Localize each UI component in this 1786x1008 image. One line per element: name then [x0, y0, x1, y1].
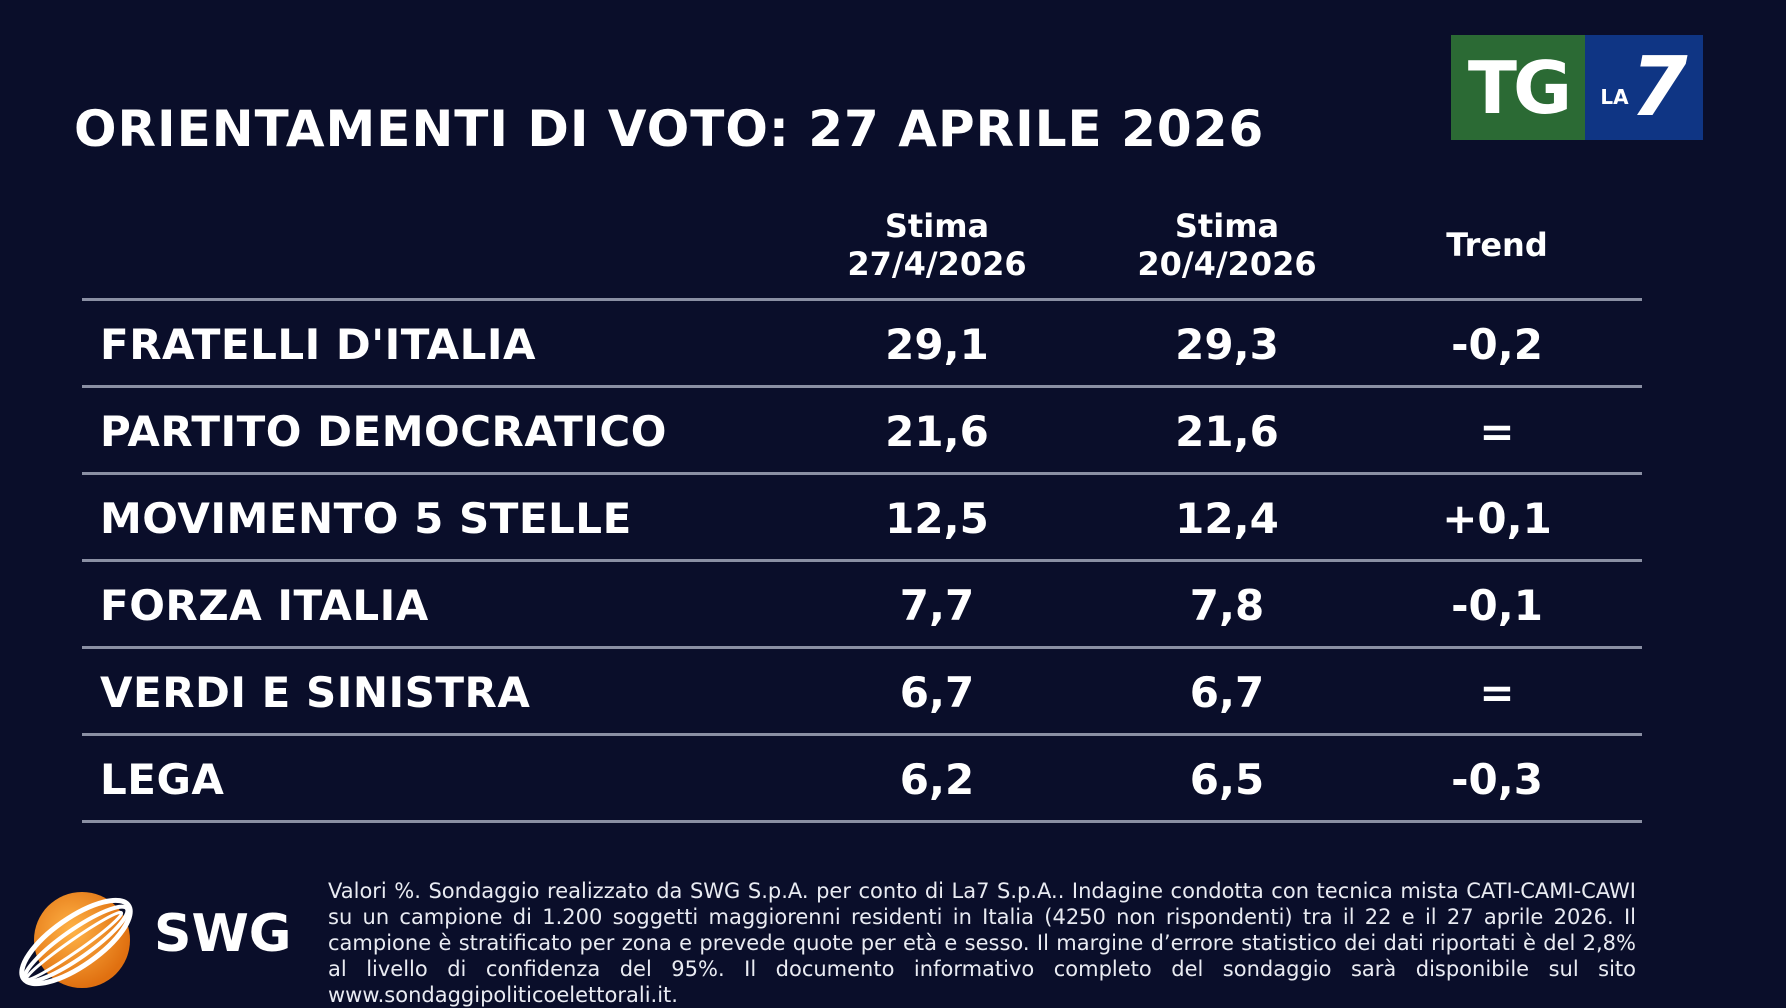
- party-name: FRATELLI D'ITALIA: [100, 320, 537, 369]
- previous-estimate: 6,5: [1189, 755, 1265, 804]
- current-estimate: 21,6: [885, 407, 989, 456]
- trend-value: -0,2: [1451, 320, 1543, 369]
- logo-seven: 7: [1630, 39, 1688, 135]
- trend-value: -0,1: [1451, 581, 1543, 630]
- table-row: FRATELLI D'ITALIA 29,1 29,3 -0,2: [82, 301, 1642, 388]
- current-estimate: 7,7: [899, 581, 975, 630]
- trend-value: =: [1479, 407, 1515, 456]
- swg-logo: SWG: [4, 882, 304, 1004]
- poll-table: Stima 27/4/2026 Stima 20/4/2026 Trend FR…: [82, 200, 1642, 823]
- party-name: VERDI E SINISTRA: [100, 668, 531, 717]
- table-row: PARTITO DEMOCRATICO 21,6 21,6 =: [82, 388, 1642, 475]
- logo-tg: TG: [1451, 35, 1585, 140]
- current-estimate: 12,5: [885, 494, 989, 543]
- previous-estimate: 29,3: [1175, 320, 1279, 369]
- tg-la7-logo: TG LA 7: [1451, 35, 1703, 140]
- trend-value: =: [1479, 668, 1515, 717]
- header-estimate-previous-date: 20/4/2026: [1137, 245, 1317, 283]
- party-name: FORZA ITALIA: [100, 581, 429, 630]
- swg-label: SWG: [154, 904, 292, 964]
- trend-value: +0,1: [1442, 494, 1552, 543]
- current-estimate: 29,1: [885, 320, 989, 369]
- current-estimate: 6,2: [899, 755, 975, 804]
- previous-estimate: 12,4: [1175, 494, 1279, 543]
- header-estimate-current-label: Stima: [884, 207, 990, 245]
- header-estimate-previous: Stima 20/4/2026: [1092, 207, 1362, 283]
- table-row: LEGA 6,2 6,5 -0,3: [82, 736, 1642, 823]
- header-trend: Trend: [1446, 226, 1548, 264]
- header-estimate-current: Stima 27/4/2026: [802, 207, 1072, 283]
- party-name: LEGA: [100, 755, 225, 804]
- table-row: MOVIMENTO 5 STELLE 12,5 12,4 +0,1: [82, 475, 1642, 562]
- logo-la: LA: [1600, 84, 1629, 109]
- previous-estimate: 21,6: [1175, 407, 1279, 456]
- current-estimate: 6,7: [899, 668, 975, 717]
- table-row: VERDI E SINISTRA 6,7 6,7 =: [82, 649, 1642, 736]
- header-estimate-current-date: 27/4/2026: [847, 245, 1027, 283]
- table-header: Stima 27/4/2026 Stima 20/4/2026 Trend: [82, 200, 1642, 301]
- previous-estimate: 6,7: [1189, 668, 1265, 717]
- methodology-note: Valori %. Sondaggio realizzato da SWG S.…: [328, 879, 1636, 1007]
- previous-estimate: 7,8: [1189, 581, 1265, 630]
- table-row: FORZA ITALIA 7,7 7,8 -0,1: [82, 562, 1642, 649]
- swg-globe-icon: [19, 892, 133, 988]
- party-name: PARTITO DEMOCRATICO: [100, 407, 667, 456]
- party-name: MOVIMENTO 5 STELLE: [100, 494, 632, 543]
- header-estimate-previous-label: Stima: [1174, 207, 1280, 245]
- logo-la7: LA 7: [1585, 35, 1703, 140]
- trend-value: -0,3: [1451, 755, 1543, 804]
- page-title: ORIENTAMENTI DI VOTO: 27 APRILE 2026: [74, 100, 1265, 158]
